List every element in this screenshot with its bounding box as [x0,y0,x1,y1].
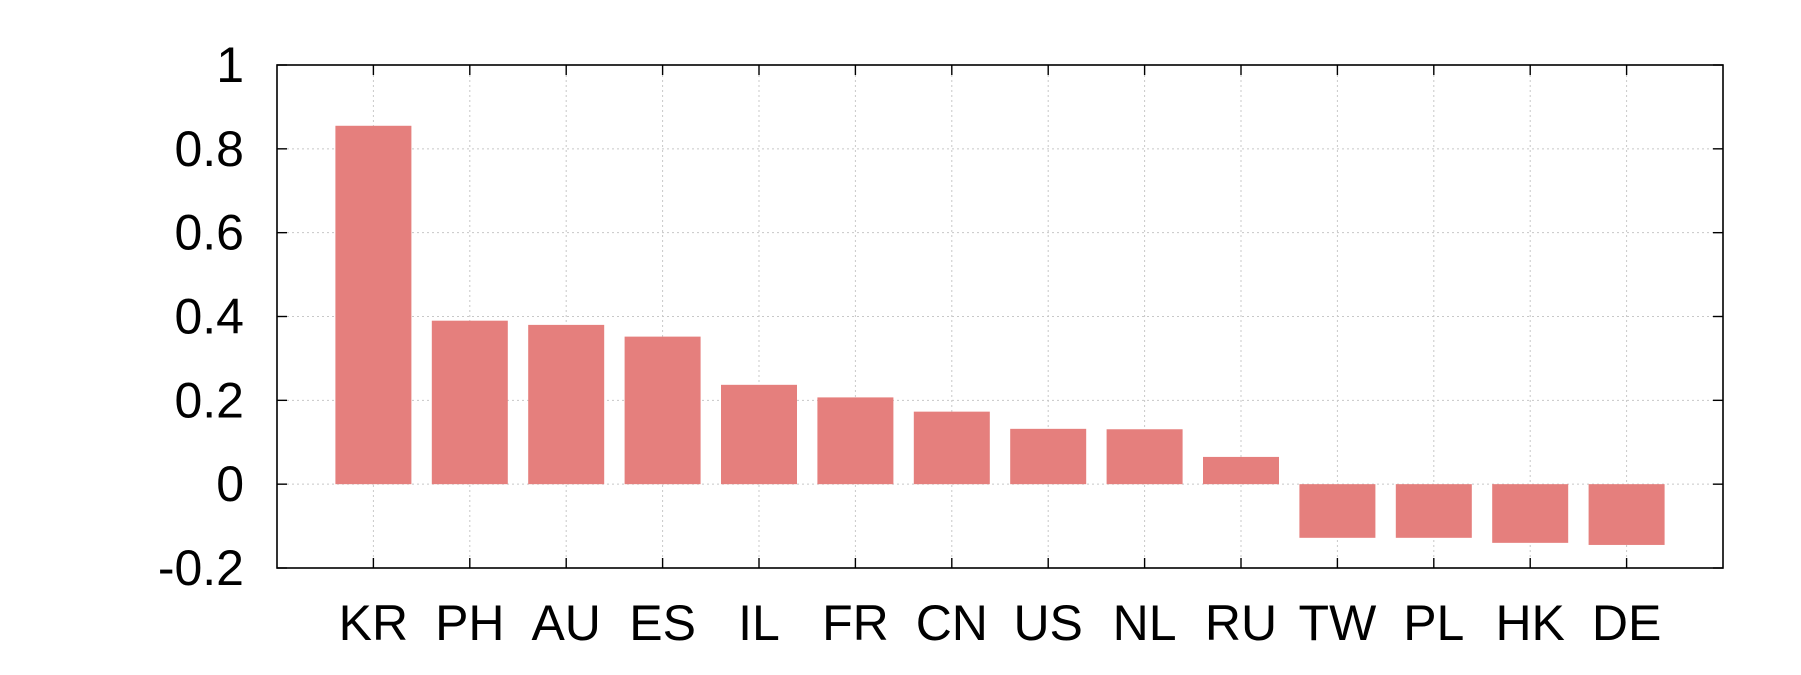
bar-au [528,324,605,485]
bars [335,125,1665,545]
bar-nl [1106,429,1183,485]
bar-il [721,384,797,485]
bar-ph [431,320,508,485]
bar-hk [1492,484,1569,543]
y-tick-label: 0.8 [174,121,244,177]
y-tick-label: 0.2 [174,372,244,428]
x-tick-label-us: US [1013,595,1082,651]
x-tick-label-de: DE [1592,595,1661,651]
x-tick-label-kr: KR [339,595,408,651]
bar-us [1010,428,1087,485]
y-tick-label: 1 [216,37,244,93]
x-tick-label-pl: PL [1403,595,1464,651]
x-tick-label-au: AU [531,595,600,651]
x-tick-label-es: ES [629,595,696,651]
y-tick-label: 0.6 [174,205,244,261]
x-tick-label-il: IL [738,595,780,651]
bar-kr [335,125,412,485]
x-tick-label-hk: HK [1495,595,1564,651]
bar-pl [1395,484,1472,538]
bar-ru [1203,456,1279,485]
x-tick-label-cn: CN [916,595,988,651]
y-tick-labels: -0.2 0 0.2 0.4 0.6 0.8 1 [158,37,244,596]
y-tick-label: 0.4 [174,289,244,345]
bar-fr [817,397,894,485]
y-tick-label: -0.2 [158,540,244,596]
bar-tw [1299,484,1376,538]
x-tick-label-tw: TW [1299,595,1378,651]
x-tick-label-ph: PH [435,595,504,651]
x-tick-labels: KR PH AU ES IL FR CN US NL RU TW PL HK DE [339,595,1662,651]
bar-cn [913,411,990,485]
bar-de [1588,484,1665,545]
tick-marks [277,64,1723,569]
x-tick-label-fr: FR [822,595,889,651]
x-tick-label-ru: RU [1205,595,1277,651]
y-tick-label: 0 [216,456,244,512]
x-tick-label-nl: NL [1113,595,1177,651]
grid-lines [277,65,1723,568]
bar-es [624,336,701,485]
